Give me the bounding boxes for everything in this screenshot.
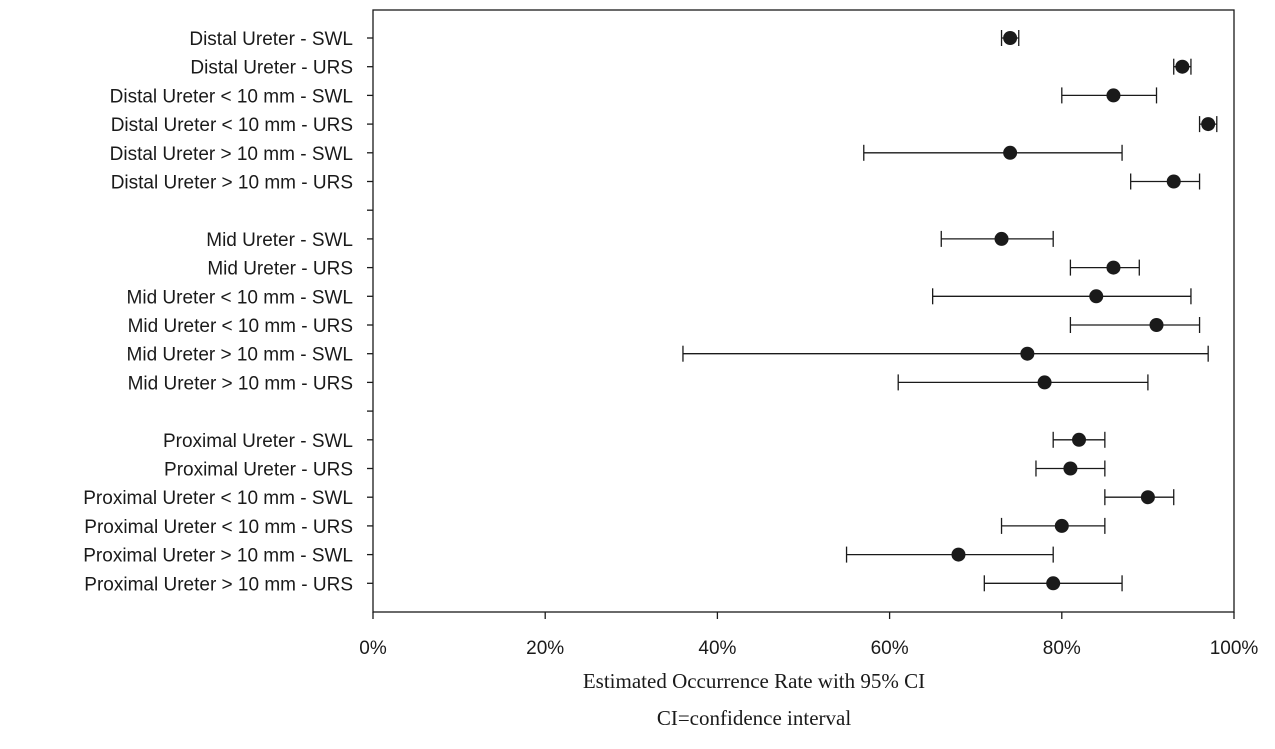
x-tick-label: 80%	[1043, 638, 1081, 659]
category-label: Proximal Ureter < 10 mm - URS	[84, 517, 353, 538]
category-label: Mid Ureter < 10 mm - SWL	[127, 287, 353, 308]
point-estimate	[1046, 576, 1061, 591]
x-tick-label: 0%	[359, 638, 387, 659]
category-label: Mid Ureter - SWL	[206, 230, 353, 251]
category-label: Distal Ureter - URS	[190, 58, 353, 79]
point-estimate	[1166, 174, 1181, 189]
x-tick-label: 40%	[698, 638, 736, 659]
category-label: Proximal Ureter - URS	[164, 460, 353, 481]
point-estimate	[1106, 88, 1121, 103]
category-label: Distal Ureter < 10 mm - SWL	[110, 86, 353, 107]
x-axis-label: Estimated Occurrence Rate with 95% CI	[583, 669, 925, 693]
category-label: Mid Ureter < 10 mm - URS	[128, 316, 353, 337]
category-label: Distal Ureter > 10 mm - SWL	[110, 144, 353, 165]
category-label: Mid Ureter > 10 mm - URS	[128, 373, 353, 394]
category-label: Proximal Ureter > 10 mm - SWL	[83, 546, 353, 567]
point-estimate	[1106, 260, 1121, 275]
point-estimate	[1072, 432, 1087, 447]
point-estimate	[1020, 346, 1035, 361]
category-label: Proximal Ureter - SWL	[163, 431, 353, 452]
category-label: Proximal Ureter > 10 mm - URS	[84, 574, 353, 595]
point-estimate	[1089, 289, 1104, 304]
plot-border	[372, 9, 1235, 613]
plot-frame	[372, 9, 1235, 613]
point-estimates	[951, 31, 1216, 591]
point-estimate	[1175, 59, 1190, 74]
x-tick-label: 60%	[871, 638, 909, 659]
category-labels: Distal Ureter - SWL Distal Ureter - URS Di…	[83, 29, 353, 595]
point-estimate	[994, 231, 1009, 246]
point-estimate	[1003, 31, 1018, 45]
point-estimate	[1054, 518, 1069, 533]
point-estimate	[1149, 318, 1164, 332]
category-label: Distal Ureter < 10 mm - URS	[111, 115, 353, 136]
x-axis-note: CI=confidence interval	[657, 706, 852, 730]
point-estimate	[951, 547, 966, 562]
point-estimate	[1003, 145, 1018, 160]
y-axis-ticks	[367, 37, 373, 584]
category-label: Distal Ureter - SWL	[189, 29, 353, 50]
point-estimate	[1063, 461, 1078, 476]
x-axis-ticks: 0% 20% 40% 60% 80% 100%	[359, 612, 1258, 659]
point-estimate	[1037, 375, 1052, 390]
category-label: Proximal Ureter < 10 mm - SWL	[83, 488, 353, 509]
point-estimate	[1140, 490, 1155, 505]
point-estimate	[1201, 117, 1216, 132]
x-tick-label: 100%	[1210, 638, 1259, 659]
category-label: Mid Ureter - URS	[207, 259, 353, 280]
category-label: Mid Ureter > 10 mm - SWL	[127, 345, 353, 366]
confidence-intervals	[682, 30, 1218, 592]
category-label: Distal Ureter > 10 mm - URS	[111, 173, 353, 194]
x-tick-label: 20%	[526, 638, 564, 659]
